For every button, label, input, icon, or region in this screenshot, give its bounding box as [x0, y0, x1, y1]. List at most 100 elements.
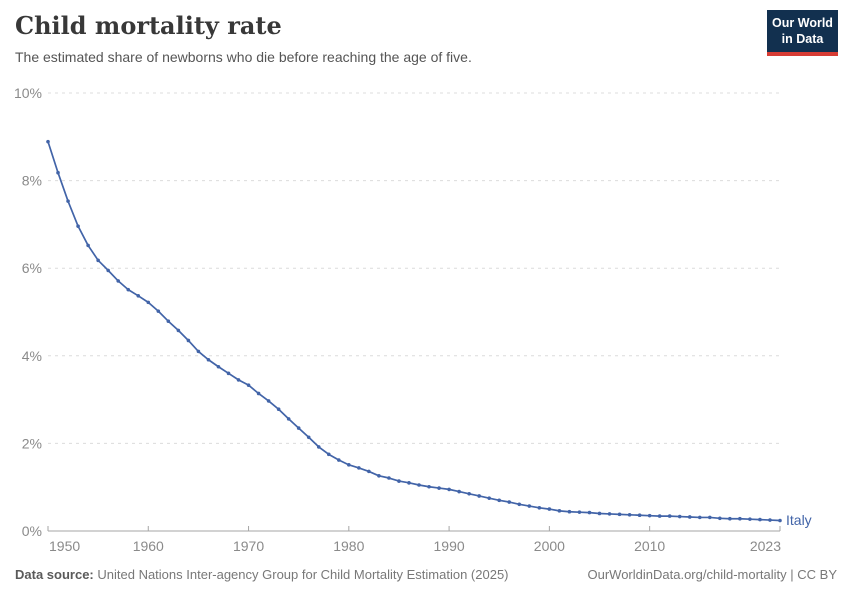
data-point: [367, 469, 371, 474]
data-point: [116, 279, 120, 283]
data-point: [437, 486, 441, 490]
data-point: [507, 500, 512, 504]
data-point: [397, 479, 401, 483]
data-point: [447, 487, 451, 492]
data-source-text: United Nations Inter-agency Group for Ch…: [97, 567, 509, 582]
data-point: [778, 518, 782, 523]
owid-logo-line1: Our World: [772, 16, 833, 30]
series-italy: Italy: [46, 139, 812, 528]
data-point: [236, 378, 241, 382]
data-point: [718, 516, 722, 521]
data-point: [266, 399, 271, 403]
x-axis: 1950 1960 1970 1980 1990 2000 2010 2023: [47, 526, 781, 554]
data-point: [657, 514, 662, 518]
data-point: [186, 338, 191, 343]
y-tick-label: 6%: [22, 260, 42, 276]
data-point: [226, 371, 231, 376]
data-point: [758, 517, 762, 522]
data-point: [76, 224, 80, 228]
data-point: [357, 466, 361, 470]
data-point: [547, 507, 552, 511]
footer-link[interactable]: OurWorldinData.org/child-mortality | CC …: [587, 567, 838, 582]
data-point: [316, 445, 321, 449]
data-point: [56, 170, 60, 175]
data-point: [46, 139, 50, 144]
data-point: [256, 391, 261, 396]
data-point: [617, 512, 622, 517]
data-point: [607, 512, 612, 516]
owid-logo[interactable]: Our World in Data: [767, 10, 838, 56]
data-point: [96, 258, 100, 263]
data-point: [427, 484, 431, 489]
data-point: [276, 407, 281, 412]
y-tick-label: 10%: [14, 85, 42, 101]
data-point: [597, 511, 602, 516]
data-point: [417, 483, 421, 487]
data-point: [407, 481, 411, 485]
data-point: [136, 293, 141, 298]
entity-label[interactable]: Italy: [786, 512, 812, 528]
data-point: [246, 383, 251, 387]
data-point: [627, 512, 632, 517]
data-point: [467, 491, 471, 496]
series-line: [47, 141, 781, 522]
x-tick-label: 1970: [233, 538, 264, 554]
data-point: [517, 502, 522, 507]
data-point: [738, 516, 742, 521]
data-point: [557, 509, 562, 513]
data-point: [457, 489, 461, 494]
data-point: [377, 474, 381, 478]
y-tick-label: 0%: [22, 523, 42, 539]
data-point: [647, 513, 652, 518]
x-tick-label: 1960: [133, 538, 164, 554]
data-point: [487, 496, 492, 500]
data-point: [216, 364, 221, 369]
data-point: [748, 517, 752, 521]
data-point: [537, 505, 542, 510]
data-point: [587, 510, 592, 515]
data-source-label: Data source:: [15, 567, 94, 582]
data-point: [146, 300, 151, 305]
data-point: [768, 518, 772, 522]
data-point: [677, 514, 682, 519]
chart-subtitle: The estimated share of newborns who die …: [15, 48, 472, 65]
data-point: [567, 509, 572, 514]
y-tick-label: 8%: [22, 173, 42, 189]
data-point: [708, 515, 712, 520]
data-point: [306, 435, 311, 440]
data-point: [347, 463, 351, 467]
x-tick-label: 2010: [634, 538, 665, 554]
data-point: [176, 328, 181, 333]
data-point: [336, 458, 341, 462]
data-point: [387, 476, 391, 480]
data-source: Data source: United Nations Inter-agency…: [15, 567, 509, 582]
y-tick-label: 4%: [22, 348, 42, 364]
owid-logo-line2: in Data: [781, 32, 824, 46]
x-tick-label: 2000: [534, 538, 565, 554]
data-point: [296, 426, 301, 430]
data-point: [126, 287, 131, 292]
x-tick-label: 1990: [434, 538, 465, 554]
data-point: [106, 268, 110, 273]
data-point: [326, 452, 331, 457]
y-tick-label: 2%: [22, 435, 42, 451]
data-point: [637, 513, 642, 518]
data-point: [527, 504, 532, 508]
data-point: [728, 516, 732, 521]
data-point: [577, 510, 582, 514]
chart-header: Child mortality rate The estimated share…: [15, 11, 750, 65]
data-point: [86, 243, 90, 248]
x-tick-label: 2023: [750, 538, 781, 554]
data-point: [206, 357, 211, 362]
data-point: [286, 417, 291, 421]
x-tick-label: 1980: [333, 538, 364, 554]
data-point: [66, 199, 70, 203]
page-title: Child mortality rate: [15, 11, 282, 40]
data-point: [497, 498, 502, 503]
chart-footer: Data source: United Nations Inter-agency…: [15, 567, 837, 582]
data-point: [156, 309, 161, 313]
data-point: [667, 514, 672, 518]
data-point: [166, 319, 171, 323]
